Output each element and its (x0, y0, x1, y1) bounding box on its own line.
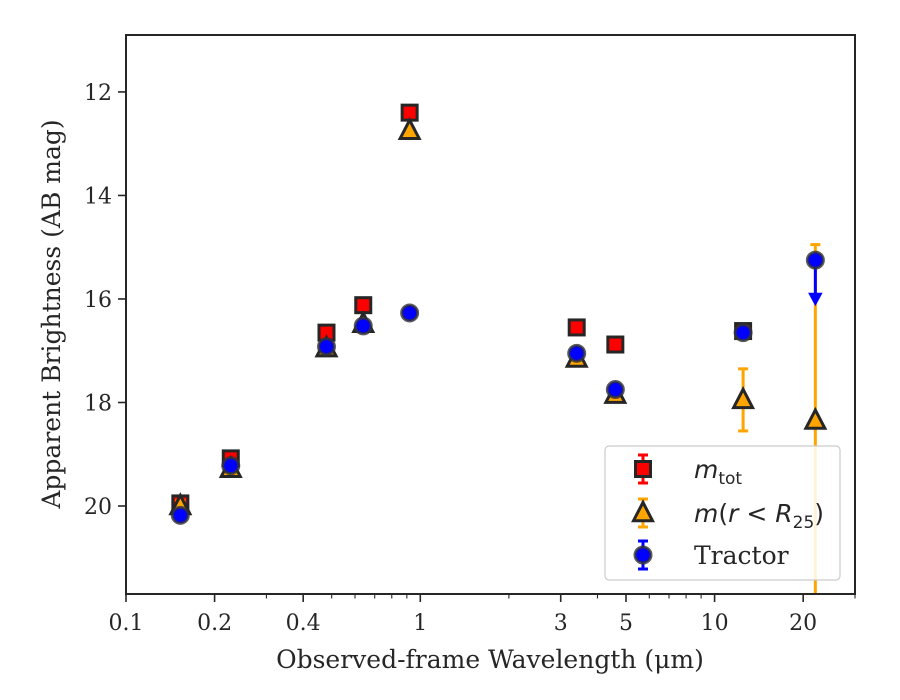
y-tick-label: 18 (84, 391, 112, 416)
axis-ticks: 0.1 0.2 0.4 1 3 5 10 20 12 14 16 18 20 (84, 81, 856, 636)
square-point (606, 335, 625, 354)
x-axis-title: Observed-frame Wavelength (μm) (276, 645, 704, 674)
x-tick-label: 0.1 (109, 611, 144, 636)
plot-marks (168, 103, 828, 594)
x-tick-label: 0.2 (197, 611, 232, 636)
x-tick-label: 3 (554, 611, 568, 636)
y-axis-title: Apparent Brightness (AB mag) (37, 119, 66, 509)
legend: mtot m(r < R25) Tractor (604, 445, 841, 581)
triangle-point (397, 116, 422, 140)
circle-point (353, 316, 373, 336)
circle-point (221, 456, 241, 476)
upper-limit-arrowhead (808, 292, 823, 307)
legend-symbol (633, 539, 653, 571)
circle-point (316, 337, 336, 357)
y-tick-label: 20 (84, 495, 112, 520)
x-tick-label: 10 (701, 611, 729, 636)
x-tick-label: 20 (789, 611, 817, 636)
legend-marker (634, 460, 652, 478)
y-tick-label: 16 (84, 288, 112, 313)
legend-label-mtot: mtot (694, 455, 742, 489)
square-point (567, 318, 586, 337)
x-tick-label: 1 (413, 611, 427, 636)
legend-marker (633, 545, 653, 565)
circle-point (733, 323, 753, 343)
legend-marker (631, 499, 655, 523)
triangle-point (803, 406, 828, 430)
legend-frame (604, 445, 841, 581)
circle-point (567, 343, 587, 363)
y-tick-label: 12 (84, 81, 112, 106)
x-tick-label: 5 (619, 611, 633, 636)
x-tick-label: 0.4 (286, 611, 321, 636)
circle-point (170, 505, 190, 525)
legend-label-mr25: m(r < R25) (694, 499, 824, 533)
legend-symbol (634, 453, 652, 485)
circle-point (400, 303, 420, 323)
triangle-point (731, 386, 756, 410)
legend-label-tractor: Tractor (694, 541, 789, 570)
circle-point (605, 380, 625, 400)
series-tractor (170, 250, 825, 525)
y-tick-label: 14 (84, 184, 112, 209)
plot-frame (125, 34, 856, 595)
circle-point (805, 250, 825, 270)
legend-symbol (631, 497, 655, 529)
